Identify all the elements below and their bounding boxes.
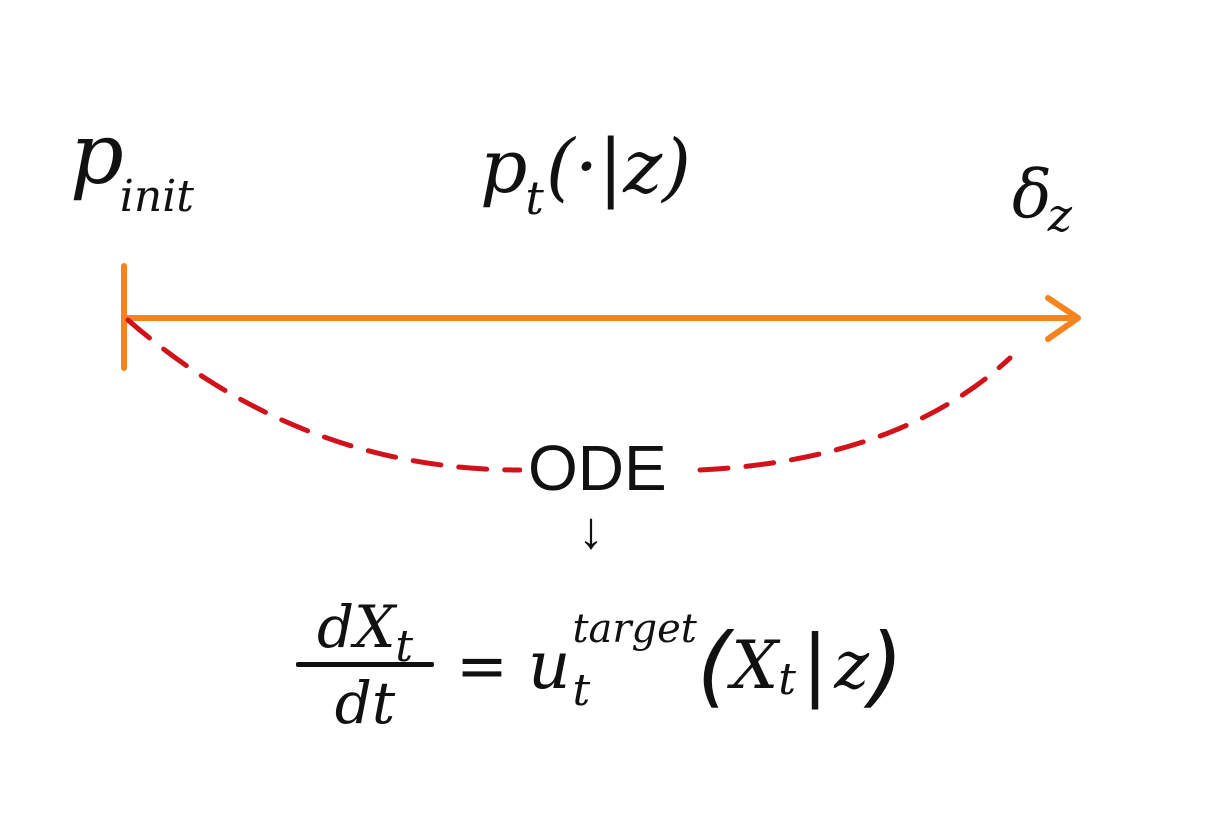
state-subscript: t	[778, 653, 796, 705]
delta-subscript: z	[1047, 188, 1072, 242]
p-t-symbol: p	[480, 124, 528, 210]
ode-equation: dXt dt = u target t ( X t | z )	[296, 585, 903, 745]
ode-label: ODE	[522, 436, 673, 500]
open-paren: (	[696, 613, 732, 717]
timeline-arrow-head	[1045, 295, 1081, 342]
ode-dashed-curve	[125, 317, 1013, 473]
p-init-symbol: p	[70, 105, 124, 203]
fraction-bar	[296, 661, 434, 667]
fraction-numerator: dXt	[311, 596, 419, 669]
close-paren: )	[868, 613, 904, 717]
fraction-denominator: dt	[334, 668, 396, 737]
label-delta-z: δz	[1012, 162, 1076, 239]
down-arrow-icon: ↓	[578, 502, 604, 560]
p-t-subscript: t	[525, 171, 544, 225]
label-p-t: pt(·|z)	[480, 130, 691, 221]
conditional-bar: |	[801, 620, 829, 710]
numerator-text: dX	[316, 592, 396, 661]
label-p-init: pinit	[70, 112, 198, 219]
p-t-argument: (·|z)	[545, 124, 692, 210]
vector-field-subscript: t	[572, 665, 591, 716]
equals-sign: =	[456, 628, 508, 702]
vector-field-indices: target t	[572, 609, 696, 713]
condition-symbol: z	[834, 626, 869, 704]
p-init-subscript: init	[119, 171, 194, 222]
derivative-fraction: dXt dt	[296, 596, 434, 737]
numerator-subscript: t	[395, 620, 414, 672]
delta-symbol: δ	[1012, 156, 1052, 233]
vector-field-superscript: target	[572, 606, 697, 652]
state-symbol: X	[731, 626, 779, 704]
vector-field-symbol: u	[527, 626, 571, 704]
